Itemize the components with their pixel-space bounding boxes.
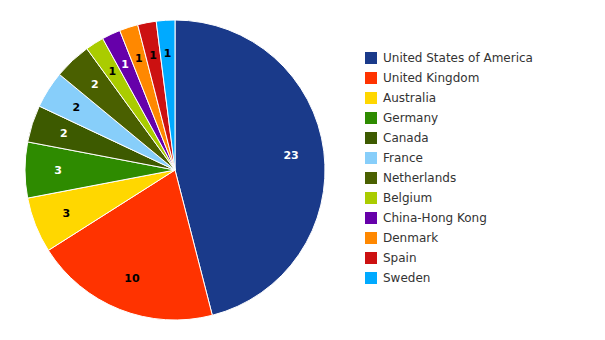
legend-swatch	[365, 172, 377, 184]
data-label: 1	[149, 49, 157, 62]
legend-swatch	[365, 232, 377, 244]
legend-label: China-Hong Kong	[383, 211, 487, 225]
pie	[25, 20, 325, 320]
legend-label: Australia	[383, 91, 436, 105]
data-label: 1	[121, 58, 129, 71]
legend-item: France	[365, 151, 423, 165]
legend-label: United States of America	[383, 51, 533, 65]
legend-label: Germany	[383, 111, 438, 125]
legend-label: Netherlands	[383, 171, 456, 185]
legend-label: Sweden	[383, 271, 430, 285]
data-label: 3	[54, 164, 62, 177]
data-label: 2	[91, 78, 99, 91]
legend-item: Denmark	[365, 231, 438, 245]
legend-item: Canada	[365, 131, 429, 145]
data-label: 1	[164, 47, 172, 60]
legend-item: Germany	[365, 111, 438, 125]
legend-swatch	[365, 252, 377, 264]
legend-swatch	[365, 192, 377, 204]
data-label: 10	[124, 272, 140, 285]
data-labels: 23103322211111	[54, 47, 299, 286]
legend-item: Australia	[365, 91, 436, 105]
legend-label: France	[383, 151, 423, 165]
legend-item: Sweden	[365, 271, 430, 285]
legend-swatch	[365, 132, 377, 144]
legend-item: Netherlands	[365, 171, 456, 185]
legend-item: United States of America	[365, 51, 533, 65]
data-label: 3	[62, 207, 70, 220]
legend-swatch	[365, 272, 377, 284]
legend-label: Canada	[383, 131, 429, 145]
data-label: 2	[72, 101, 80, 114]
legend-swatch	[365, 92, 377, 104]
legend-label: United Kingdom	[383, 71, 479, 85]
data-label: 1	[135, 52, 143, 65]
data-label: 2	[60, 127, 68, 140]
legend-swatch	[365, 112, 377, 124]
legend-swatch	[365, 152, 377, 164]
data-label: 23	[283, 149, 298, 162]
legend-label: Belgium	[383, 191, 432, 205]
legend-item: United Kingdom	[365, 71, 479, 85]
legend-item: Spain	[365, 251, 417, 265]
data-label: 1	[108, 65, 116, 78]
legend-swatch	[365, 212, 377, 224]
pie-slice	[156, 20, 175, 170]
legend-item: Belgium	[365, 191, 432, 205]
legend-item: China-Hong Kong	[365, 211, 487, 225]
legend-label: Denmark	[383, 231, 438, 245]
chart: 23103322211111United States of AmericaUn…	[0, 0, 605, 340]
legend-swatch	[365, 72, 377, 84]
legend-swatch	[365, 52, 377, 64]
legend: United States of America United Kingdom Au…	[365, 51, 533, 285]
legend-label: Spain	[383, 251, 417, 265]
